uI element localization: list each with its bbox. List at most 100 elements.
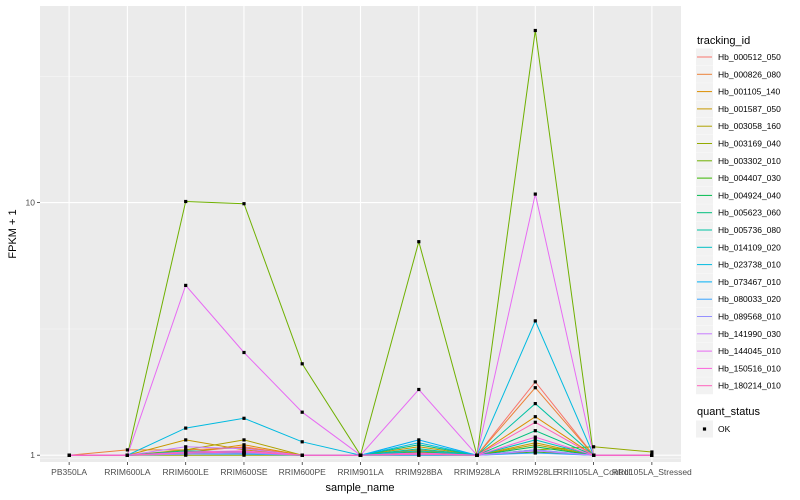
- data-point: [242, 447, 246, 451]
- data-point: [533, 429, 537, 433]
- x-axis-title: sample_name: [325, 482, 394, 494]
- data-point: [242, 438, 246, 442]
- data-point: [417, 452, 421, 456]
- legend-item: Hb_003169_040: [696, 135, 781, 152]
- x-tick-label: RRIM901LA: [337, 467, 384, 477]
- legend-item: Hb_000512_050: [696, 48, 781, 66]
- data-point: [300, 440, 304, 444]
- data-point: [533, 415, 537, 419]
- data-point: [475, 453, 479, 457]
- data-point: [242, 202, 246, 206]
- legend-item: Hb_089568_010: [696, 308, 781, 325]
- legend-item: Hb_080033_020: [696, 290, 781, 308]
- legend-item: Hb_004924_040: [696, 186, 781, 204]
- y-tick-label: 10: [26, 198, 36, 208]
- legend-item: Hb_073467_010: [696, 273, 781, 291]
- x-tick-label: RRII105LA_Control: [557, 467, 631, 477]
- data-point: [533, 386, 537, 390]
- data-point: [417, 240, 421, 244]
- legend-label: Hb_005623_060: [718, 208, 781, 218]
- legend-label: Hb_180214_010: [718, 381, 781, 391]
- data-point: [533, 449, 537, 453]
- legend-label: Hb_080033_020: [718, 294, 781, 304]
- data-point: [242, 350, 246, 355]
- data-point: [417, 441, 421, 445]
- legend-item: Hb_144045_010: [696, 342, 781, 360]
- series-points: [67, 28, 654, 457]
- legend-label: Hb_003058_160: [718, 121, 781, 131]
- legend-item: Hb_141990_030: [696, 325, 781, 343]
- x-tick-label: RRIM600LE: [163, 467, 210, 477]
- data-point: [417, 449, 421, 453]
- data-point: [300, 453, 304, 457]
- data-point: [533, 380, 537, 384]
- shape-legend-key-marker: [702, 427, 707, 431]
- shape-legend-label: OK: [718, 424, 731, 434]
- data-point: [533, 402, 537, 406]
- data-point: [417, 445, 421, 449]
- legend-item: Hb_023738_010: [696, 256, 781, 274]
- grid: [40, 6, 681, 462]
- x-tick-label: RRIM928LE: [512, 467, 559, 477]
- data-point: [184, 426, 188, 430]
- legend-item: Hb_180214_010: [696, 377, 781, 395]
- legend-item: Hb_000826_080: [696, 65, 781, 83]
- data-point: [358, 453, 363, 457]
- legend-label: Hb_144045_010: [718, 346, 781, 356]
- legend-label: Hb_003169_040: [718, 139, 781, 149]
- legend-label: Hb_004924_040: [718, 190, 781, 200]
- data-point: [650, 450, 654, 454]
- legend-label: Hb_005736_080: [718, 225, 781, 235]
- x-tick-label: RRIM600LA: [104, 467, 151, 477]
- x-tick-label: RRII105LA_Stressed: [612, 467, 692, 477]
- data-point: [533, 435, 537, 439]
- legend-label: Hb_000512_050: [718, 52, 781, 62]
- legend-label: Hb_141990_030: [718, 329, 781, 339]
- data-point: [533, 192, 537, 196]
- data-point: [533, 438, 537, 442]
- legend-item: Hb_004407_030: [696, 169, 781, 187]
- legend-label: Hb_150516_010: [718, 363, 781, 373]
- x-tick-label: RRIM928LA: [454, 467, 501, 477]
- data-point: [592, 445, 596, 449]
- x-tick-label: PB350LA: [51, 467, 87, 477]
- data-point: [533, 445, 537, 449]
- data-point: [417, 438, 421, 442]
- data-point: [184, 451, 188, 455]
- y-axis: 1 10: [26, 198, 40, 460]
- x-tick-label: RRIM600SE: [220, 467, 268, 477]
- data-point: [184, 445, 188, 449]
- data-point: [417, 443, 421, 447]
- legend-label: Hb_001587_050: [718, 104, 781, 114]
- legend-label: Hb_001105_140: [718, 87, 781, 97]
- x-tick-label: RRIM600PE: [279, 467, 327, 477]
- legend-label: Hb_014109_020: [718, 242, 781, 252]
- legend-label: Hb_004407_030: [718, 173, 781, 183]
- legend-item: Hb_005623_060: [696, 204, 781, 222]
- x-axis: PB350LA RRIM600LA RRIM600LE RRIM600SE RRIM60…: [51, 462, 692, 477]
- data-point: [300, 410, 304, 414]
- shape-legend-title: quant_status: [697, 406, 760, 418]
- data-point: [533, 451, 537, 455]
- legend-item: Hb_001105_140: [696, 83, 781, 101]
- legend-item: Hb_003302_010: [696, 152, 781, 170]
- data-point: [242, 416, 246, 420]
- data-point: [533, 443, 537, 447]
- data-point: [300, 362, 304, 366]
- data-point: [125, 448, 129, 452]
- legend-item: Hb_001587_050: [696, 100, 781, 118]
- data-point: [184, 283, 188, 287]
- legend-item: Hb_150516_010: [696, 359, 781, 377]
- legend-label: Hb_003302_010: [718, 156, 781, 166]
- legend-label: Hb_000826_080: [718, 69, 781, 79]
- legend-label: Hb_023738_010: [718, 260, 781, 270]
- data-point: [650, 453, 654, 457]
- data-point: [533, 420, 537, 424]
- legend: tracking_id Hb_000512_050 Hb_000826_080 Hb…: [696, 35, 781, 395]
- data-point: [184, 438, 188, 442]
- data-point: [417, 447, 421, 451]
- x-tick-label: RRIM928BA: [395, 467, 443, 477]
- data-point: [67, 453, 71, 457]
- data-point: [242, 443, 246, 447]
